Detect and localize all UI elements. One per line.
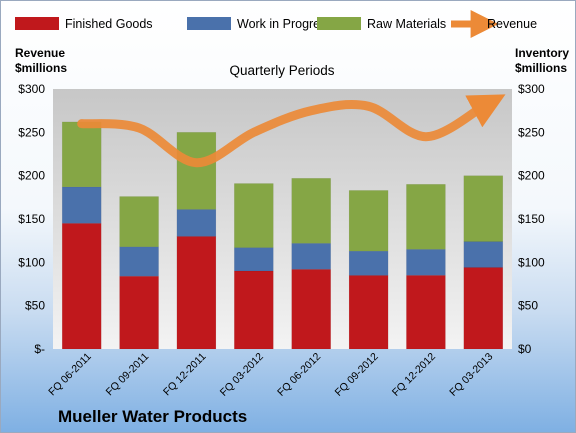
legend-swatch-finished-goods <box>15 17 59 30</box>
revenue-line-group <box>77 94 506 168</box>
bar-finished-goods-5 <box>348 275 389 350</box>
left-tick-label: $100 <box>18 255 45 269</box>
bar-work-in-progress-7 <box>463 241 504 268</box>
bar-raw-materials-1 <box>119 196 159 248</box>
right-tick-label: $0 <box>518 342 532 356</box>
right-axis-label-line1: Inventory <box>515 46 569 60</box>
left-tick-label: $- <box>34 342 45 356</box>
bar-work-in-progress-3 <box>234 247 274 272</box>
x-tick-label: FQ 06-2012 <box>275 351 323 399</box>
left-axis-label-line2: $millions <box>15 61 67 75</box>
legend-label: Finished Goods <box>65 17 153 31</box>
x-tick-label: FQ 03-2012 <box>218 351 266 399</box>
left-axis-label-line1: Revenue <box>15 46 65 60</box>
bar-finished-goods-0 <box>61 223 102 350</box>
x-tick-label: FQ 09-2012 <box>333 351 381 399</box>
x-tick-label: FQ 12-2012 <box>390 351 438 399</box>
right-tick-label: $250 <box>518 125 545 139</box>
bar-raw-materials-3 <box>234 183 274 248</box>
bar-finished-goods-4 <box>291 269 331 350</box>
bar-work-in-progress-0 <box>61 186 102 224</box>
bar-finished-goods-2 <box>176 236 217 350</box>
bar-finished-goods-7 <box>463 267 504 350</box>
bar-finished-goods-1 <box>119 275 159 350</box>
bar-raw-materials-2 <box>176 132 217 210</box>
left-tick-label: $50 <box>25 299 45 313</box>
x-tick-label: FQ 09-2011 <box>104 351 152 399</box>
right-tick-label: $100 <box>518 255 545 269</box>
bar-raw-materials-6 <box>406 184 446 250</box>
legend-label: Revenue <box>487 17 537 31</box>
bar-work-in-progress-1 <box>119 246 159 277</box>
bar-raw-materials-7 <box>463 175 504 242</box>
right-tick-label: $50 <box>518 299 538 313</box>
bar-work-in-progress-2 <box>176 209 217 237</box>
right-axis-label-line2: $millions <box>515 61 567 75</box>
legend: Finished Goods Work in Progress Raw Materi… <box>15 10 537 38</box>
legend-swatch-work-in-progress <box>187 17 231 30</box>
x-tick-label: FQ 03-2013 <box>447 351 495 399</box>
left-tick-label: $200 <box>18 169 45 183</box>
bar-finished-goods-3 <box>234 270 274 350</box>
bars-group <box>61 121 504 350</box>
company-name: Mueller Water Products <box>58 407 247 426</box>
legend-label: Work in Progress <box>237 17 333 31</box>
left-tick-label: $150 <box>18 212 45 226</box>
bar-raw-materials-4 <box>291 178 331 244</box>
left-tick-label: $250 <box>18 125 45 139</box>
bar-raw-materials-0 <box>61 121 102 188</box>
bar-raw-materials-5 <box>348 190 389 252</box>
x-tick-label: FQ 12-2011 <box>161 351 209 399</box>
bar-work-in-progress-6 <box>406 249 446 276</box>
right-tick-label: $200 <box>518 169 545 183</box>
bar-finished-goods-6 <box>406 275 446 350</box>
chart-title: Quarterly Periods <box>229 63 334 78</box>
right-tick-label: $150 <box>518 212 545 226</box>
x-tick-label: FQ 06-2011 <box>46 351 94 399</box>
legend-swatch-raw-materials <box>317 17 361 30</box>
revenue-line <box>77 94 506 168</box>
left-tick-label: $300 <box>18 82 45 96</box>
legend-label: Raw Materials <box>367 17 446 31</box>
bar-work-in-progress-4 <box>291 243 331 270</box>
right-tick-label: $300 <box>518 82 545 96</box>
bar-work-in-progress-5 <box>348 250 389 276</box>
